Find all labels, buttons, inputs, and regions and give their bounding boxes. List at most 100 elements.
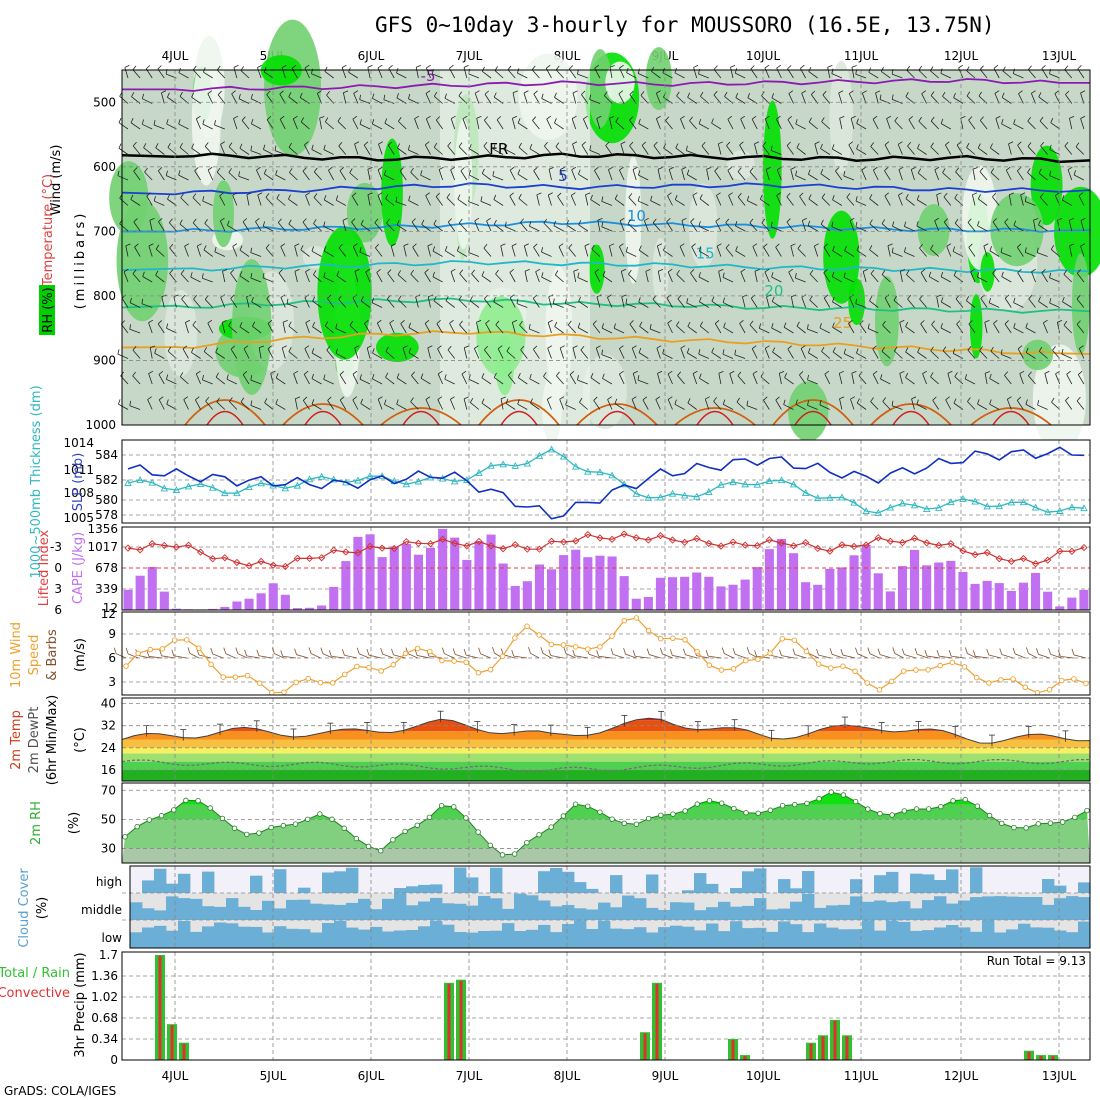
wind-barb	[548, 296, 552, 308]
wind-barb-flag	[469, 296, 473, 301]
wind-barb-flag	[907, 141, 912, 147]
wind-barb-flag	[884, 167, 889, 171]
wind-barb-flag	[219, 192, 224, 197]
wind-barb-flag	[1050, 117, 1054, 123]
surface-barb-flag	[391, 648, 394, 656]
rh-point	[171, 807, 177, 813]
wind-barb-flag	[495, 269, 499, 275]
wind-barb	[1000, 252, 1012, 257]
wind-barb-flag	[641, 141, 647, 146]
wind-barb	[679, 246, 685, 257]
wind-barb-flag	[410, 167, 414, 173]
wind-barb-flag	[992, 192, 997, 198]
wind-barb	[855, 226, 867, 232]
wind-barb	[597, 220, 601, 232]
wind-barb	[372, 123, 383, 130]
temp30-contour	[282, 403, 364, 426]
wind-barb-flag	[246, 192, 252, 196]
wind-barb	[749, 222, 758, 232]
wind-barb	[181, 298, 189, 308]
rh-point	[682, 808, 688, 814]
wind-barb	[511, 245, 516, 257]
wind-barb	[940, 72, 951, 79]
surface-barb-flag	[113, 647, 117, 654]
wind-barb	[222, 271, 226, 283]
isotherm-line	[121, 330, 1091, 355]
wind-barb-flag	[178, 119, 181, 125]
surface-barb-flag	[146, 650, 150, 657]
wind-barb-flag	[601, 349, 604, 355]
wind-point	[718, 667, 725, 673]
wind-barb-flag	[1080, 90, 1086, 94]
wind-barb-flag	[765, 166, 771, 170]
wind-barb-flag	[294, 243, 300, 247]
wind-barb	[754, 271, 758, 283]
wind-barb-flag	[359, 374, 362, 380]
thickness-point	[354, 476, 362, 484]
wind-barb	[954, 197, 964, 206]
cloud-cell	[286, 928, 299, 948]
wind-barb-flag	[749, 218, 754, 224]
cape-bar	[837, 567, 847, 610]
surface-barb-flag	[244, 649, 247, 656]
wind-barb-flag	[1000, 349, 1003, 355]
wind-barb-flag	[117, 349, 120, 355]
wind-barb	[899, 373, 903, 385]
wind-barb-flag	[786, 141, 791, 146]
wind-barb	[226, 378, 238, 385]
wind-barb-flag	[407, 145, 410, 151]
slp-tick: 1014	[63, 436, 94, 450]
wind-barb-flag	[238, 93, 241, 99]
surface-barb	[672, 655, 686, 659]
rh-point	[256, 830, 262, 836]
wind-barb-flag	[831, 271, 835, 277]
cloud-cell	[598, 902, 611, 920]
wind-barb-flag	[740, 115, 746, 120]
wind-barb	[270, 373, 274, 385]
wind-barb-flag	[698, 272, 701, 278]
cape-bar	[268, 583, 278, 610]
surface-barb-flag	[660, 647, 663, 655]
wind-barb-flag	[377, 192, 383, 196]
wind-barb-flag	[437, 396, 443, 400]
wind-barb-flag	[956, 320, 961, 325]
cloud-cell	[526, 929, 539, 948]
rh-point	[122, 834, 128, 840]
wind-barb	[749, 324, 758, 334]
wind-barb	[233, 118, 238, 130]
wind-barb-flag	[336, 271, 340, 276]
li-point	[1019, 554, 1028, 563]
wind-barb	[609, 118, 613, 130]
wind-barb-flag	[919, 244, 923, 249]
surface-barb	[428, 655, 443, 659]
wind-barb	[762, 145, 770, 155]
wind-barb	[795, 277, 806, 283]
wind-barb	[930, 350, 939, 359]
wind-barb-flag	[546, 115, 552, 120]
wind-barb-flag	[989, 373, 992, 379]
cape-bar	[559, 555, 569, 610]
wind-barb	[437, 373, 443, 385]
wind-barb	[771, 301, 782, 308]
wind-barb-flag	[311, 348, 315, 354]
wind-barb-flag	[389, 319, 395, 324]
wind-barb	[642, 399, 649, 410]
wind-barb	[1044, 373, 1048, 385]
cape-bar	[147, 567, 157, 610]
wind-barb-flag	[790, 243, 796, 247]
wind-barb	[1062, 301, 1073, 308]
wind-barb	[1017, 348, 1024, 359]
wind-barb	[918, 120, 927, 130]
wind-barb	[280, 246, 286, 257]
wind-barb	[1031, 271, 1036, 283]
wind-barb	[511, 118, 516, 130]
wind-barb-flag	[523, 90, 529, 94]
wind-barb-flag	[665, 116, 670, 121]
cloud-cell	[418, 884, 431, 893]
wind-barb-flag	[638, 118, 641, 124]
thickness-point	[729, 478, 737, 486]
wind-barb-flag	[1020, 192, 1026, 196]
li-point	[148, 540, 156, 548]
wind-barb-flag	[337, 116, 342, 122]
wind-barb-flag	[711, 296, 715, 302]
